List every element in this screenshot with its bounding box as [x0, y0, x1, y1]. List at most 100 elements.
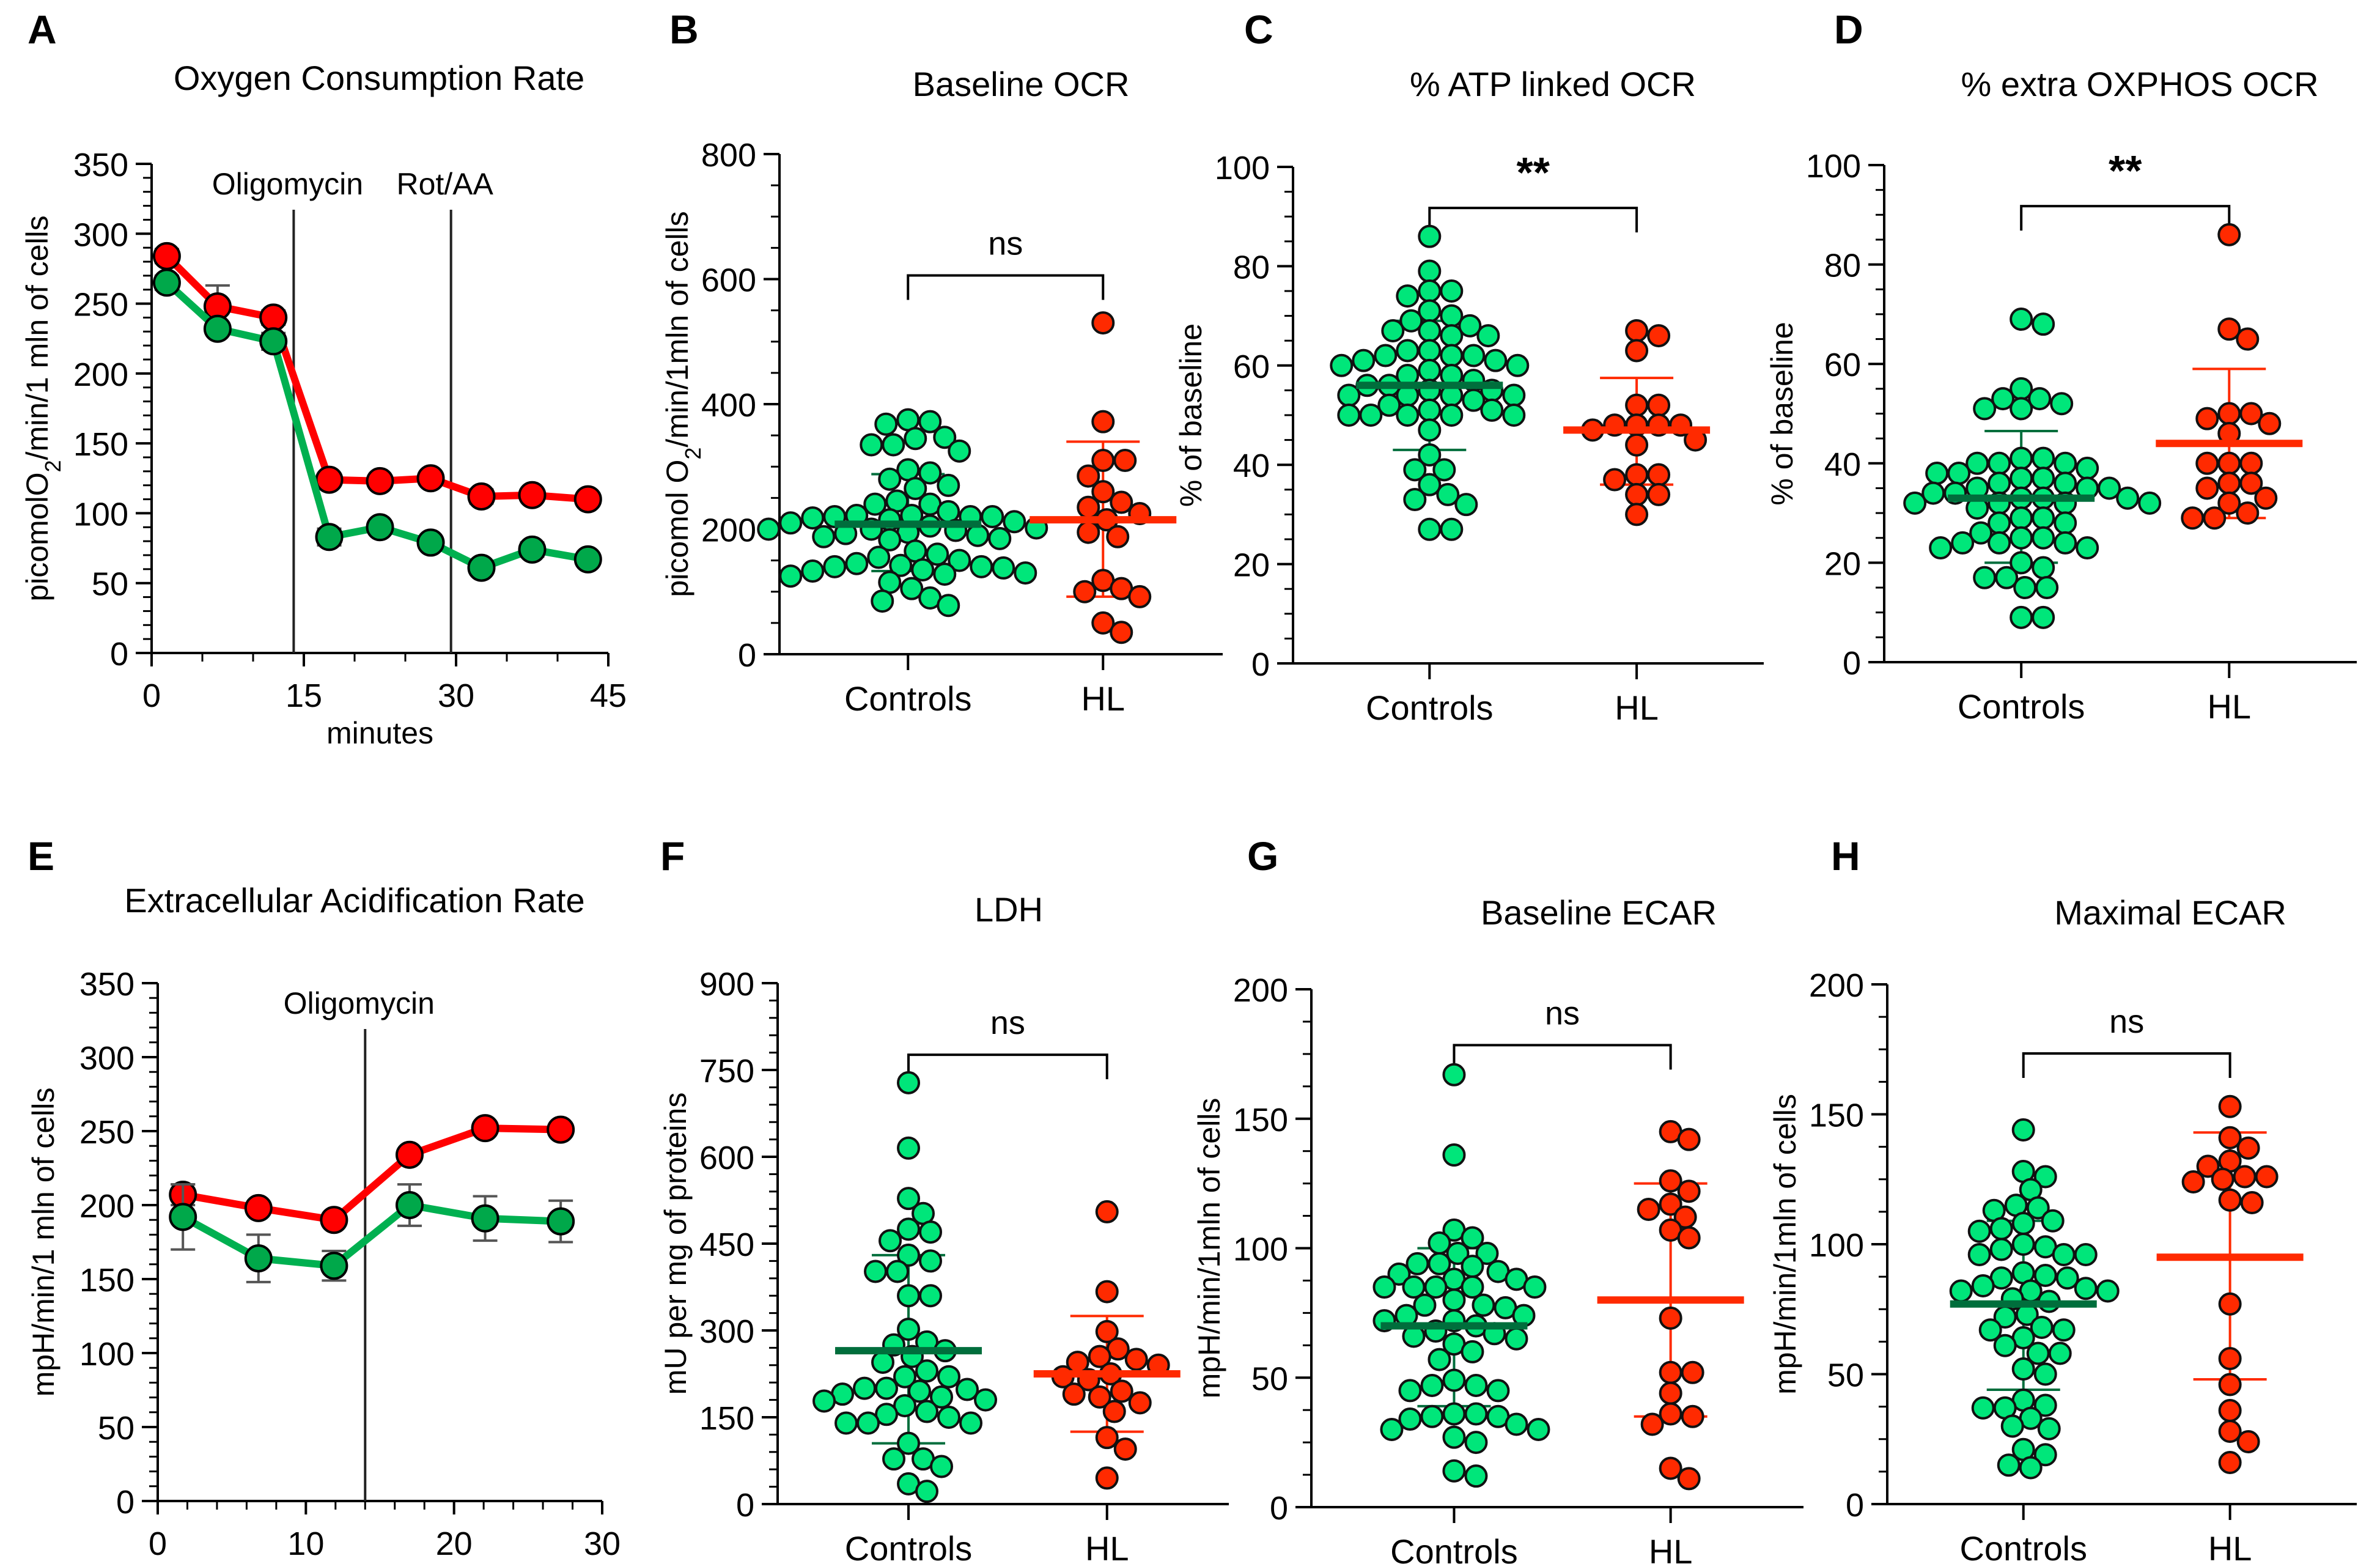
- label-part: picomolO: [20, 472, 54, 601]
- data-point-controls: [919, 1220, 943, 1244]
- data-point-controls: [845, 551, 869, 575]
- label-part: mU per mg of proteins: [658, 1093, 693, 1395]
- data-point-controls: [1951, 531, 1975, 555]
- data-point-hl: [2218, 1094, 2242, 1118]
- data-point-controls: [948, 548, 971, 572]
- data-point-controls: [2010, 526, 2033, 550]
- series-line-controls: [181, 1201, 561, 1270]
- data-point-hl: [1647, 463, 1671, 487]
- data-point-controls: [801, 559, 825, 583]
- data-point-controls: [2033, 1443, 2057, 1467]
- data-point-controls: [2010, 506, 2033, 530]
- data-point-controls: [860, 433, 883, 457]
- data-point-controls: [2011, 1118, 2035, 1142]
- data-point-controls: [1446, 1241, 1470, 1265]
- data-point-controls: [1971, 1274, 1995, 1297]
- data-point-controls: [1380, 1417, 1404, 1441]
- data-point-hl: [2258, 411, 2282, 435]
- data-point-controls: [2010, 551, 2033, 575]
- label-part: /min/1 mln of cells: [20, 215, 54, 460]
- y-axis-label: picomol O2/min/1mln of cells: [660, 211, 706, 597]
- data-point-controls: [1418, 443, 1442, 467]
- data-point-controls: [471, 1204, 499, 1233]
- data-point-hl: [1091, 311, 1115, 335]
- x-tick-label-controls: Controls: [1959, 1529, 2087, 1564]
- data-point-controls: [2035, 576, 2059, 600]
- y-tick-label: 50: [98, 1410, 134, 1447]
- data-point-controls: [1978, 1318, 2002, 1342]
- data-point-hl: [2217, 451, 2241, 475]
- data-point-hl: [1659, 1360, 1682, 1384]
- data-point-hl: [1095, 1280, 1119, 1304]
- data-point-controls: [366, 513, 394, 542]
- data-point-controls: [1458, 314, 1482, 338]
- data-point-controls: [2052, 1243, 2076, 1266]
- y-tick-label: 600: [699, 1140, 754, 1176]
- panel-d: D % extra OXPHOS OCR 0 20 40 60 80 100 % of base…: [1765, 0, 2380, 764]
- data-point-hl: [1073, 580, 1097, 603]
- data-point-controls: [1396, 339, 1420, 363]
- chart-title: Extracellular Acidification Rate: [124, 881, 585, 920]
- data-point-controls: [1993, 1333, 2017, 1357]
- data-point-controls: [2055, 1266, 2079, 1290]
- data-point-hl: [2236, 501, 2260, 525]
- data-point-controls: [981, 505, 1004, 529]
- data-point-controls: [882, 1447, 906, 1471]
- panel-a: A Oxygen Consumption Rate 0 50 100 150 200 250 3…: [0, 0, 642, 764]
- data-point-controls: [2010, 605, 2033, 629]
- data-point-controls: [959, 1411, 983, 1435]
- data-point-controls: [2050, 392, 2074, 416]
- data-point-hl: [1625, 463, 1649, 487]
- data-point-controls: [1403, 488, 1427, 512]
- data-point-controls: [2010, 446, 2033, 470]
- data-point-hl: [1625, 482, 1649, 506]
- data-point-hl: [1647, 393, 1671, 417]
- data-point-controls: [1442, 1143, 1466, 1167]
- chart-title: LDH: [974, 890, 1044, 929]
- y-axis-label: picomolO2/min/1 mln of cells: [20, 215, 65, 601]
- y-tick-label: 900: [699, 966, 754, 1003]
- data-point-hl: [1659, 1192, 1682, 1216]
- data-point-controls: [2054, 531, 2077, 555]
- data-point-controls: [1406, 1252, 1429, 1275]
- data-point-controls: [1359, 404, 1383, 427]
- data-point-controls: [875, 1376, 899, 1400]
- data-point-controls: [988, 526, 1012, 550]
- data-point-controls: [886, 1260, 910, 1283]
- data-point-hl: [1062, 1382, 1086, 1406]
- data-point-controls: [992, 556, 1015, 580]
- data-point-controls: [1330, 353, 1354, 377]
- data-point-hl: [1110, 621, 1133, 644]
- data-point-controls: [395, 1191, 424, 1219]
- data-point-hl: [1681, 1404, 1704, 1428]
- data-point-controls: [966, 523, 990, 547]
- data-point-controls: [320, 1252, 348, 1280]
- y-tick-label: 20: [1233, 547, 1270, 584]
- panel-letter: B: [669, 7, 699, 52]
- data-point-controls: [956, 1378, 979, 1401]
- data-point-controls: [1413, 1293, 1437, 1317]
- data-point-controls: [2037, 1417, 2061, 1440]
- y-tick-label: 0: [1843, 645, 1861, 682]
- data-point-hl: [2236, 1430, 2260, 1453]
- y-tick-label: 800: [701, 137, 756, 174]
- data-point-controls: [1372, 1275, 1396, 1299]
- data-point-controls: [908, 1379, 932, 1403]
- data-point-controls: [1398, 1407, 1422, 1431]
- data-point-hl: [1625, 339, 1649, 363]
- data-point-controls: [904, 477, 927, 501]
- data-point-controls: [1461, 1340, 1484, 1363]
- data-point-controls: [867, 545, 891, 569]
- data-point-hl: [2218, 1373, 2242, 1396]
- panel-h: H Maximal ECAR 0 50 100 150 200 mpH/min/1mln of…: [1768, 825, 2380, 1564]
- data-point-controls: [933, 426, 957, 449]
- y-axis-label: % of baseline: [1765, 322, 1799, 505]
- chart-title: Baseline OCR: [912, 65, 1130, 103]
- x-tick-label-controls: Controls: [844, 679, 972, 718]
- panel-letter: D: [1834, 7, 1863, 52]
- panel-b: B Baseline OCR 0 200 400 600 800 picomol O2/min…: [642, 0, 1223, 764]
- panel-letter: G: [1247, 833, 1279, 879]
- y-tick-label: 100: [1233, 1231, 1288, 1268]
- data-point-controls: [2138, 491, 2162, 515]
